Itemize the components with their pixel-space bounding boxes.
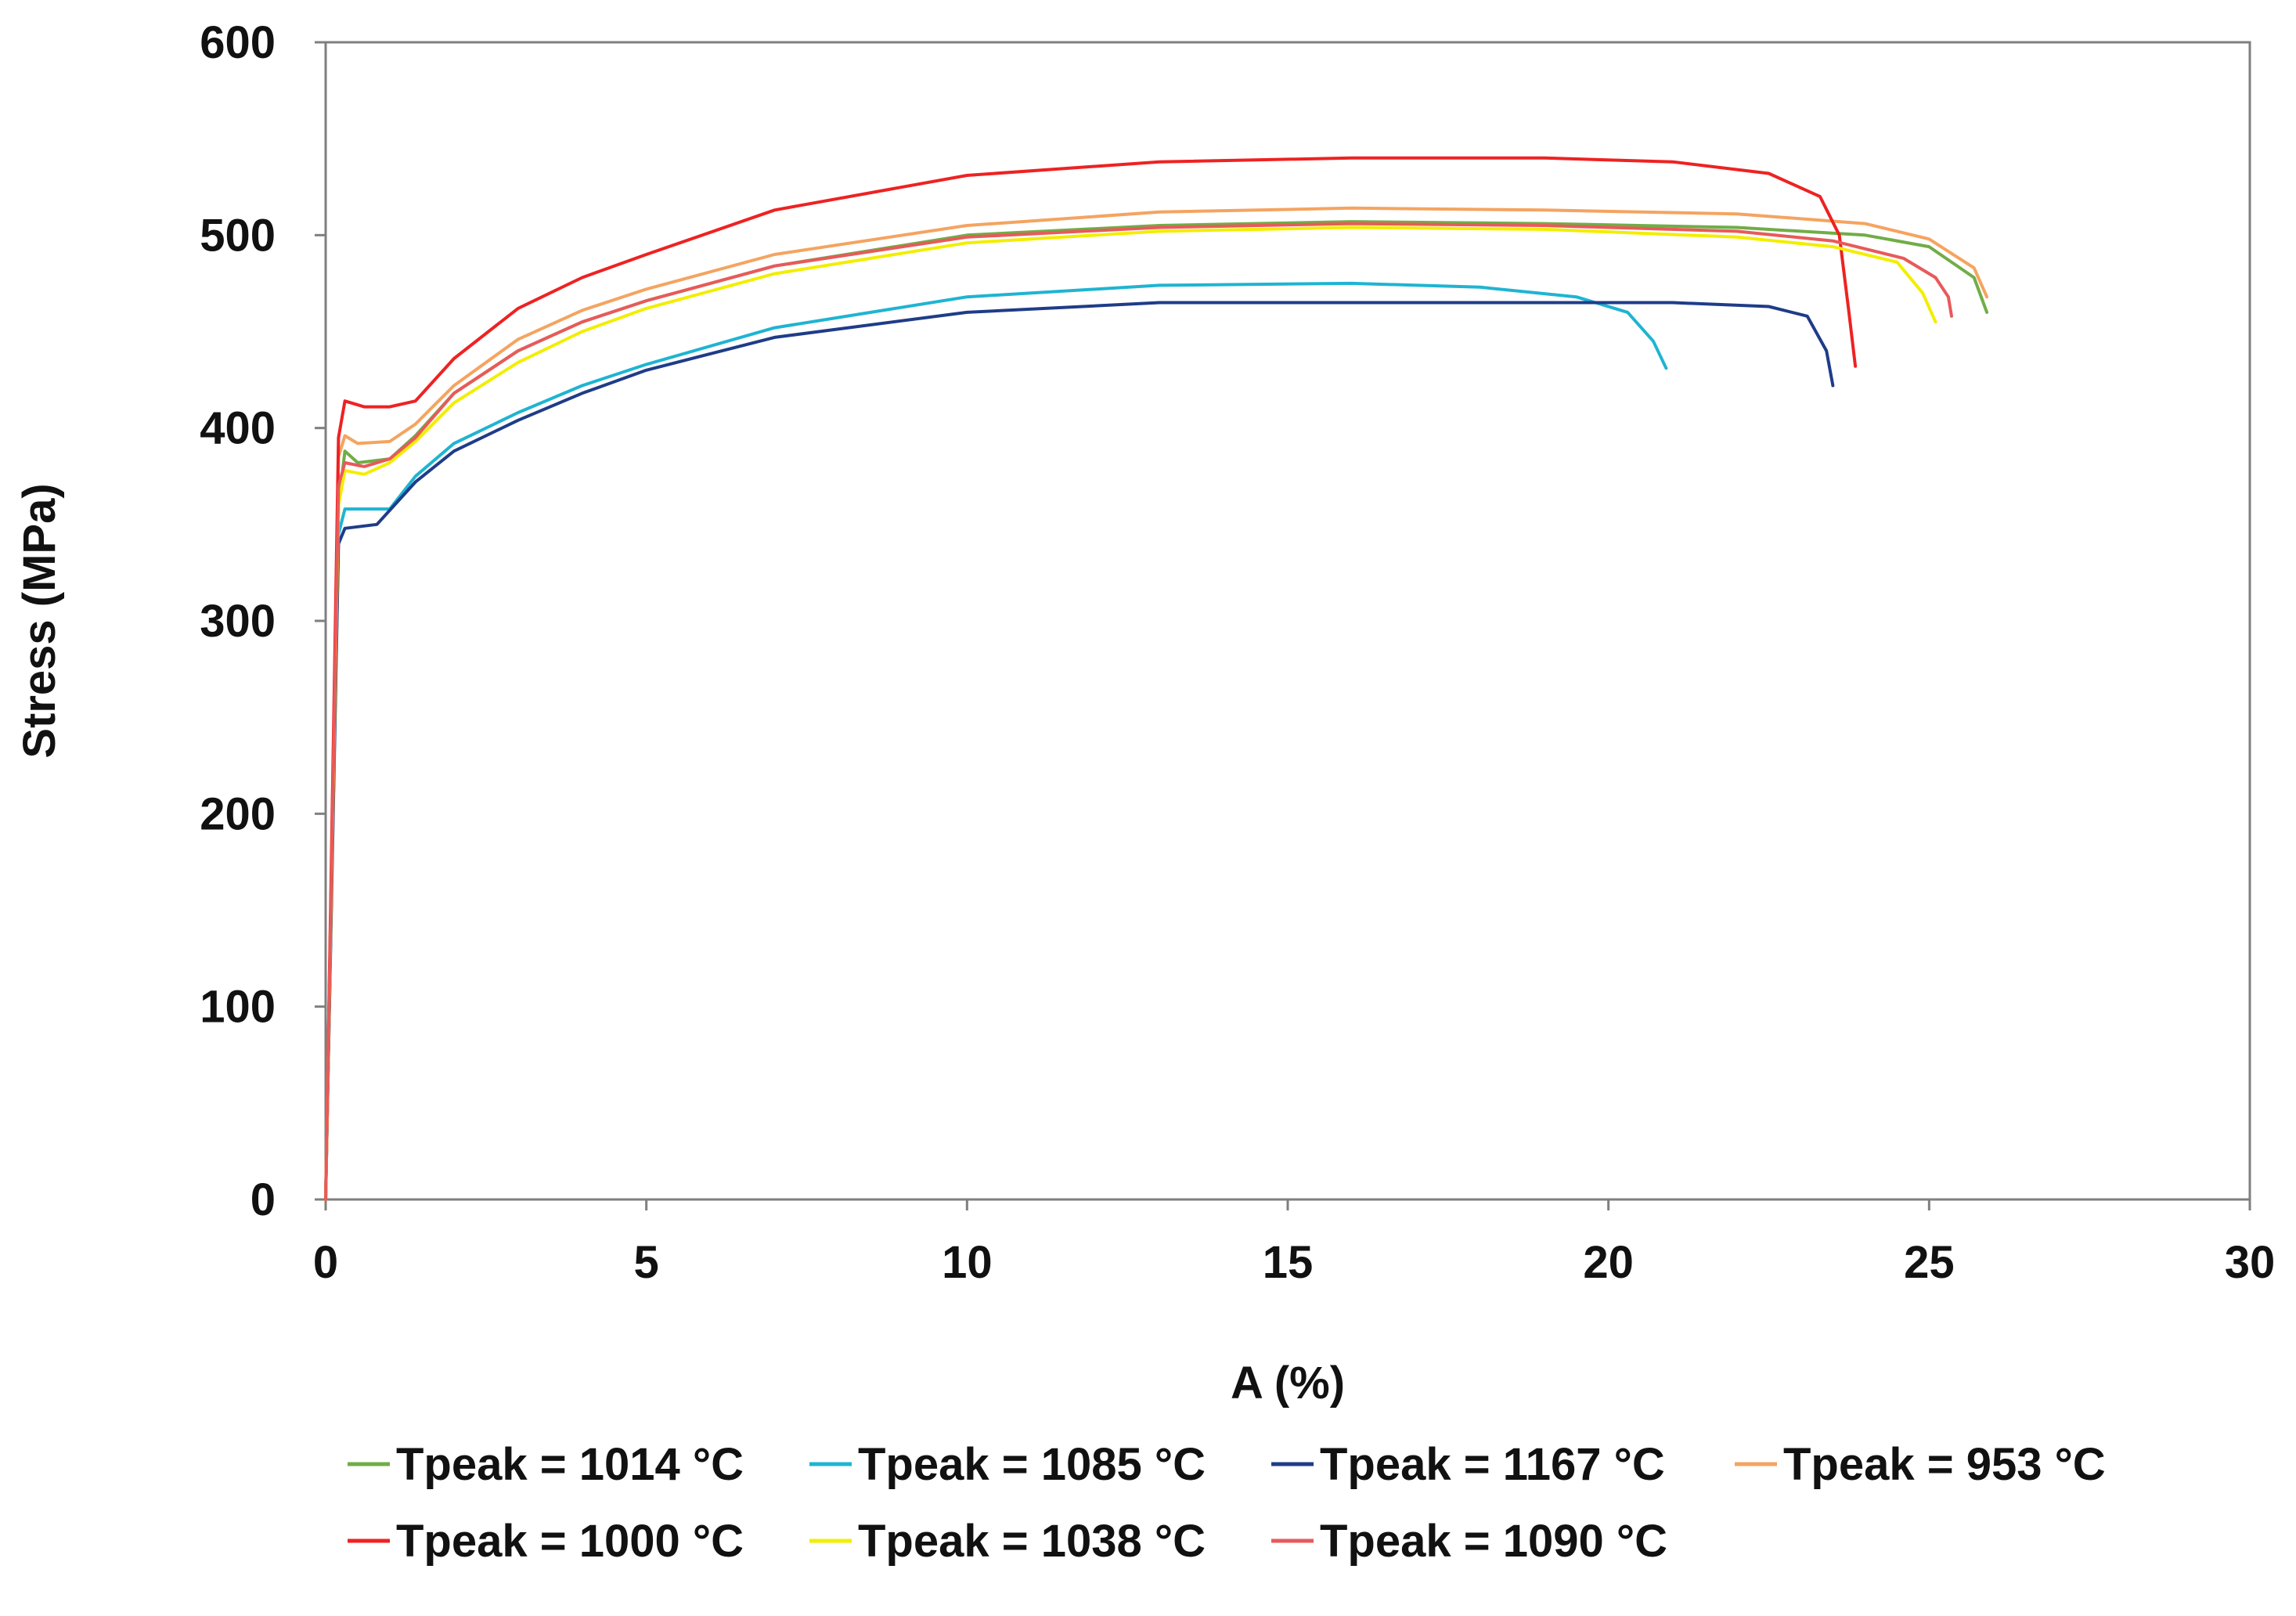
legend-label-5: Tpeak = 1038 °C xyxy=(858,1516,1206,1567)
series-line-2 xyxy=(324,301,1835,1201)
x-axis: 0 5 10 15 20 25 30 xyxy=(313,1199,2275,1288)
series-line-3 xyxy=(324,206,1989,1201)
x-tick-label: 25 xyxy=(1904,1237,1955,1288)
y-tick-label: 400 xyxy=(200,403,276,454)
legend-label-4: Tpeak = 1000 °C xyxy=(396,1516,744,1567)
y-tick-label: 0 xyxy=(251,1174,276,1225)
series-line-1 xyxy=(324,281,1668,1201)
y-tick-label: 200 xyxy=(200,788,276,839)
y-tick-label: 500 xyxy=(200,210,276,261)
legend-label-2: Tpeak = 1167 °C xyxy=(1320,1439,1665,1490)
legend-label-1: Tpeak = 1085 °C xyxy=(858,1439,1206,1490)
x-tick-label: 5 xyxy=(634,1237,659,1288)
y-tick-label: 300 xyxy=(200,596,276,647)
legend-label-3: Tpeak = 953 °C xyxy=(1783,1439,2106,1490)
x-tick-label: 10 xyxy=(942,1237,993,1288)
series-line-5 xyxy=(324,225,1937,1201)
y-axis-title: Stress (MPa) xyxy=(14,483,65,758)
legend-label-6: Tpeak = 1090 °C xyxy=(1320,1516,1667,1567)
y-tick-label: 600 xyxy=(200,17,276,68)
x-tick-label: 30 xyxy=(2225,1237,2276,1288)
x-tick-label: 0 xyxy=(313,1237,338,1288)
y-axis: 0 100 200 300 400 500 600 xyxy=(200,17,326,1225)
x-tick-label: 15 xyxy=(1263,1237,1314,1288)
x-tick-label: 20 xyxy=(1583,1237,1634,1288)
legend: Tpeak = 1014 °C Tpeak = 1085 °C Tpeak = 11… xyxy=(348,1439,2106,1567)
series-lines xyxy=(324,156,1989,1201)
legend-label-0: Tpeak = 1014 °C xyxy=(396,1439,744,1490)
x-axis-title: A (%) xyxy=(1231,1358,1345,1409)
series-line-6 xyxy=(324,222,1953,1201)
series-line-4 xyxy=(324,156,1858,1201)
y-tick-label: 100 xyxy=(200,982,276,1033)
